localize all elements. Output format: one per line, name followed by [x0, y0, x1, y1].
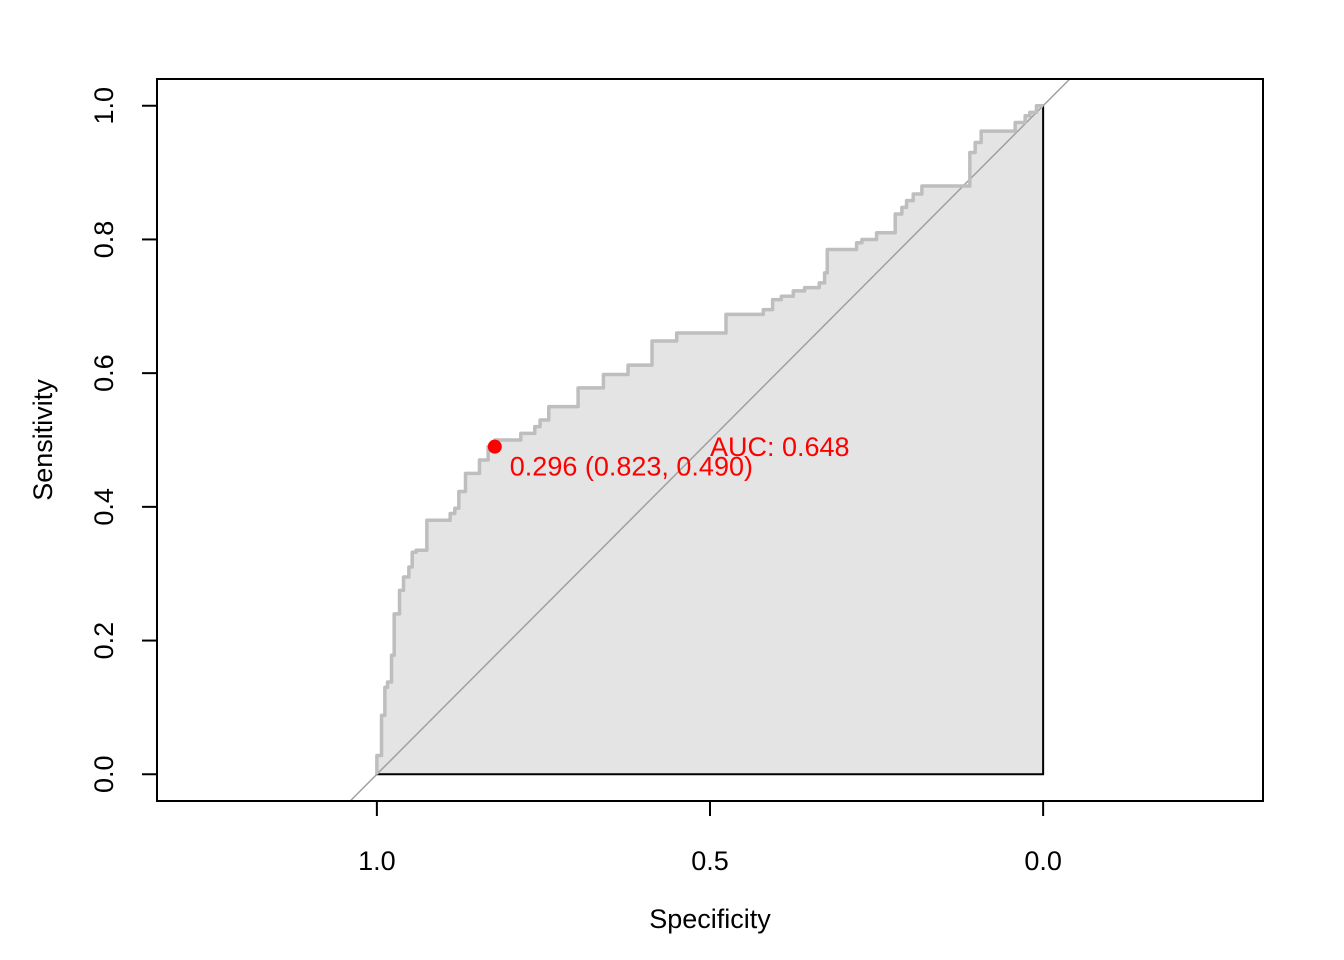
y-tick-label: 0.8	[89, 221, 119, 259]
y-tick-label: 0.6	[89, 354, 119, 392]
y-tick-label: 0.4	[89, 488, 119, 526]
x-tick-label: 0.0	[1024, 846, 1062, 876]
y-axis: 0.0 0.2 0.4 0.6 0.8 1.0	[89, 87, 158, 793]
threshold-label: 0.296 (0.823, 0.490)	[510, 452, 753, 482]
auc-label: AUC: 0.648	[710, 432, 850, 462]
x-axis: 1.0 0.5 0.0	[358, 800, 1062, 876]
x-tick-label: 0.5	[691, 846, 729, 876]
x-tick-label: 1.0	[358, 846, 396, 876]
y-axis-title: Sensitivity	[28, 379, 58, 501]
x-axis-title: Specificity	[649, 904, 771, 934]
roc-curve	[375, 103, 1044, 775]
y-tick-label: 1.0	[89, 87, 119, 125]
reference-diagonal	[349, 78, 1071, 802]
y-tick-label: 0.0	[89, 755, 119, 793]
best-threshold-point	[487, 439, 502, 454]
y-tick-label: 0.2	[89, 622, 119, 660]
